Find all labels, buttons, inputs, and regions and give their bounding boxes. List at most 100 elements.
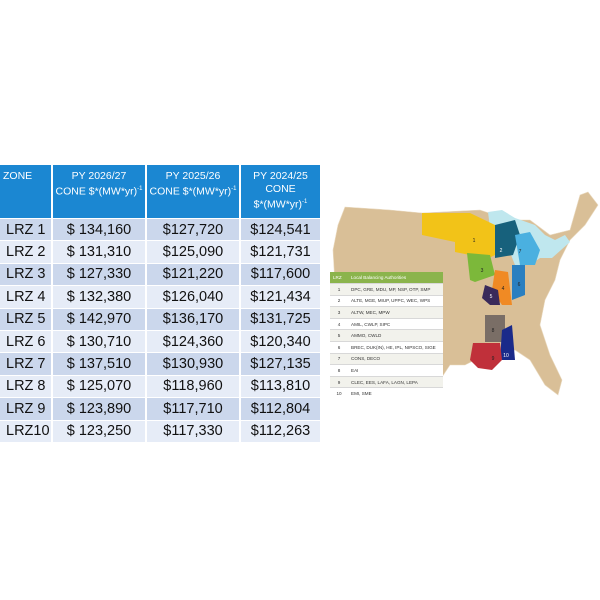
zone-8-region [485, 315, 505, 342]
legend-row: 4 AMIL, CWLP, SIPC [330, 317, 443, 330]
legend-header-lba: Local Balancing Authorities [348, 272, 443, 284]
py2026-cell: $ 130,710 [52, 329, 147, 353]
py2024-cell: $112,804 [240, 397, 322, 421]
zone-1-region [422, 213, 495, 260]
zone-label-9: 9 [492, 356, 495, 362]
py2026-cell: $ 134,160 [52, 217, 147, 241]
zone-label-10: 10 [503, 353, 509, 359]
cone-table: ZONE PY 2026/27 CONE $*(MW*yr)-1 PY 2025/… [0, 165, 322, 442]
legend-lba: ALTW, MEC, MPW [348, 306, 443, 319]
zone-5-region [482, 285, 500, 305]
py2026-cell: $ 142,970 [52, 307, 147, 331]
zone-cell: LRZ 1 [0, 217, 53, 241]
legend-lba: EAI [348, 364, 443, 377]
table-row: LRZ 8 $ 125,070 $118,960 $113,810 [0, 374, 322, 398]
legend-lrz: 8 [330, 364, 348, 377]
table-row: LRZ 7 $ 137,510 $130,930 $127,135 [0, 352, 322, 376]
zone-cell: LRZ 8 [0, 374, 53, 398]
header-exponent: -1 [137, 186, 143, 192]
header-py2025: PY 2025/26 CONE $*(MW*yr)-1 [146, 165, 241, 219]
py2026-cell: $ 132,380 [52, 285, 147, 309]
py2026-cell: $ 123,890 [52, 397, 147, 421]
zone-9-region [470, 343, 502, 370]
py2025-cell: $130,930 [146, 352, 241, 376]
legend-row: 2 ALTE, MGE, MIUP, UPPC, WEC, WPS [330, 294, 443, 307]
py2025-cell: $121,220 [146, 262, 241, 286]
legend-header-row: LRZ Local Balancing Authorities [330, 272, 443, 284]
header-text: CONE $*(MW*yr) [149, 185, 232, 198]
legend-lrz: 5 [330, 329, 348, 342]
zone-cell: LRZ10 [0, 419, 53, 442]
zone-label-8: 8 [492, 328, 495, 334]
zone-cell: LRZ 9 [0, 397, 53, 421]
zone-cell: LRZ 3 [0, 262, 53, 286]
zone-cell: LRZ 6 [0, 329, 53, 353]
py2025-cell: $118,960 [146, 374, 241, 398]
table-row: LRZ 3 $ 127,330 $121,220 $117,600 [0, 262, 322, 286]
header-text: CONE [265, 183, 296, 195]
zone-2-region [495, 220, 520, 258]
table-header-row: ZONE PY 2026/27 CONE $*(MW*yr)-1 PY 2025/… [0, 165, 322, 219]
header-text: PY 2026/27 [71, 170, 127, 182]
header-text: PY 2024/25 [253, 170, 308, 182]
legend-lba: AMMO, CWLD [348, 329, 443, 342]
zone-label-4: 4 [502, 286, 505, 292]
py2025-cell: $127,720 [146, 217, 241, 241]
header-text: PY 2025/26 [165, 170, 221, 182]
py2025-cell: $124,360 [146, 329, 241, 353]
py2025-cell: $117,330 [146, 419, 241, 442]
legend-lba: AMIL, CWLP, SIPC [348, 317, 443, 330]
py2024-cell: $121,731 [240, 240, 322, 264]
py2024-cell: $131,725 [240, 307, 322, 331]
legend-row: 6 BREC, DUK(IN), HE, IPL, NIPSCO, SIGE [330, 340, 443, 354]
py2026-cell: $ 137,510 [52, 352, 147, 376]
py2024-cell: $121,434 [240, 285, 322, 309]
legend-lrz: 10 [330, 387, 348, 399]
legend-lrz: 3 [330, 306, 348, 319]
legend-row: 7 CONS, DECO [330, 352, 443, 365]
legend-lrz: 9 [330, 375, 348, 388]
py2024-cell: $127,135 [240, 352, 322, 376]
py2025-cell: $136,170 [146, 307, 241, 331]
legend-lrz: 7 [330, 352, 348, 365]
zone-label-1: 1 [473, 238, 476, 244]
zone-label-7: 7 [519, 249, 522, 255]
legend-lba: CONS, DECO [348, 352, 443, 365]
legend-lba: CLEC, EES, LAFA, LAGN, LEPA [348, 375, 443, 388]
zone-3-region [467, 253, 495, 282]
zone-cell: LRZ 2 [0, 240, 53, 264]
py2025-cell: $117,710 [146, 397, 241, 421]
header-exponent: -1 [302, 199, 308, 205]
table-row: LRZ 4 $ 132,380 $126,040 $121,434 [0, 285, 322, 309]
py2025-cell: $125,090 [146, 240, 241, 264]
py2026-cell: $ 123,250 [52, 419, 147, 442]
legend-lba: EMI, SME [348, 387, 443, 399]
legend-lba: BREC, DUK(IN), HE, IPL, NIPSCO, SIGE [348, 340, 443, 354]
legend-lrz: 4 [330, 317, 348, 330]
legend-row: 8 EAI [330, 364, 443, 377]
py2024-cell: $120,340 [240, 329, 322, 353]
py2026-cell: $ 125,070 [52, 374, 147, 398]
zone-10-region [500, 325, 515, 360]
table-row: LRZ 9 $ 123,890 $117,710 $112,804 [0, 397, 322, 421]
zone-cell: LRZ 4 [0, 285, 53, 309]
legend-lrz: 2 [330, 294, 348, 307]
header-text: $*(MW*yr) [253, 198, 303, 211]
zone-label-5: 5 [490, 294, 493, 300]
header-zone: ZONE [0, 165, 53, 219]
py2024-cell: $112,263 [240, 419, 322, 442]
py2024-cell: $117,600 [240, 262, 322, 286]
header-py2024: PY 2024/25 CONE $*(MW*yr)-1 [240, 165, 322, 219]
zone-cell: LRZ 5 [0, 307, 53, 331]
py2024-cell: $124,541 [240, 217, 322, 241]
header-py2026: PY 2026/27 CONE $*(MW*yr)-1 [52, 165, 147, 219]
legend-lba: ALTE, MGE, MIUP, UPPC, WEC, WPS [348, 294, 443, 307]
legend-row: 1 DPC, GRE, MDU, MP, NSP, OTP, SMP [330, 283, 443, 296]
py2026-cell: $ 127,330 [52, 262, 147, 286]
table-row: LRZ 5 $ 142,970 $136,170 $131,725 [0, 307, 322, 331]
py2026-cell: $ 131,310 [52, 240, 147, 264]
zone-cell: LRZ 7 [0, 352, 53, 376]
table-row: LRZ 6 $ 130,710 $124,360 $120,340 [0, 329, 322, 353]
zone-label-3: 3 [481, 268, 484, 274]
table-row: LRZ 1 $ 134,160 $127,720 $124,541 [0, 217, 322, 241]
